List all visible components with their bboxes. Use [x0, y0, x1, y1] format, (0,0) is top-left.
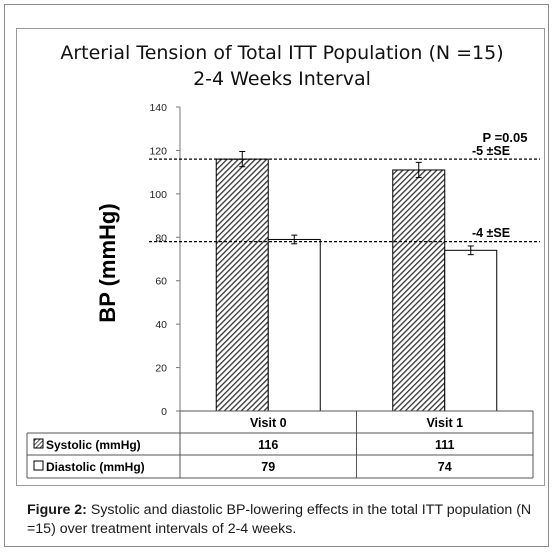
p-value-annotation: P =0.05 [483, 130, 528, 145]
bar-diastolic-0 [267, 238, 321, 412]
table-value: 116 [258, 438, 278, 452]
legend-label-systolic: Systolic (mmHg) [46, 438, 141, 452]
bar-chart: Arterial Tension of Total ITT Population… [26, 42, 540, 479]
chart-title-line1: Arterial Tension of Total ITT Population… [60, 42, 503, 64]
bar-diastolic-1 [444, 249, 498, 412]
figure-caption: Figure 2: Systolic and diastolic BP-lowe… [27, 501, 539, 539]
table-value: 79 [261, 460, 275, 474]
legend-swatch-systolic [33, 438, 44, 449]
y-tick-label: 80 [155, 232, 167, 244]
table-value: 111 [435, 438, 455, 452]
x-category-label: Visit 1 [426, 416, 463, 430]
y-tick-label: 120 [149, 145, 167, 157]
y-axis-label: BP (mmHg) [95, 203, 120, 322]
y-tick-label: 140 [149, 102, 167, 114]
systolic-change-annotation: -5 ±SE [472, 144, 510, 158]
diastolic-change-annotation: -4 ±SE [472, 226, 510, 240]
legend-swatch-diastolic [33, 460, 44, 471]
y-tick-label: 60 [155, 276, 167, 288]
caption-label: Figure 2: [27, 502, 87, 518]
x-category-label: Visit 0 [250, 416, 287, 430]
y-tick-label: 100 [149, 189, 167, 201]
caption-text: Systolic and diastolic BP-lowering effec… [27, 502, 532, 537]
chart-title-line2: 2-4 Weeks Interval [193, 68, 371, 90]
legend-label-diastolic: Diastolic (mmHg) [46, 460, 145, 474]
figure-frame: Arterial Tension of Total ITT Population… [4, 4, 549, 547]
bar-systolic-1 [392, 169, 446, 412]
bar-systolic-0 [215, 158, 269, 412]
table-value: 74 [438, 460, 452, 474]
y-tick-label: 0 [161, 406, 167, 418]
chart-box: Arterial Tension of Total ITT Population… [16, 28, 545, 486]
y-tick-label: 20 [155, 363, 167, 375]
y-tick-label: 40 [155, 319, 167, 331]
